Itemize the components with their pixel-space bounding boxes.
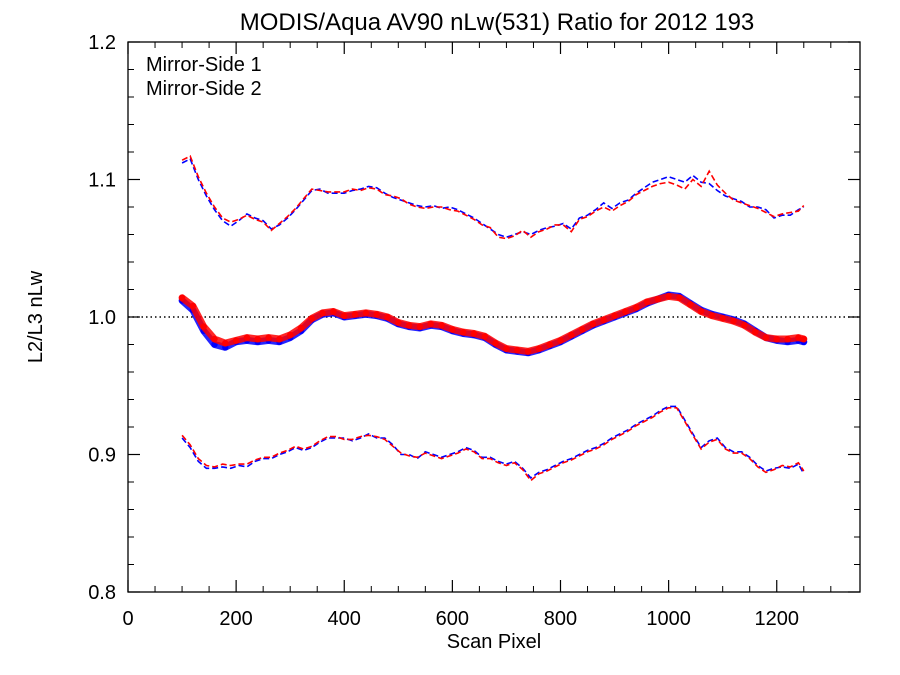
series-mirror-side-2-ratio-point bbox=[773, 335, 780, 343]
x-tick-label: 800 bbox=[544, 608, 577, 630]
series-mirror-side-2-ratio-point bbox=[319, 309, 326, 317]
series-mirror-side-2-ratio-point bbox=[265, 334, 272, 341]
x-tick-label: 400 bbox=[328, 608, 361, 630]
series-mirror-side-2-ratio-point bbox=[795, 334, 802, 341]
series-mirror-side-2-ratio-point bbox=[784, 335, 791, 343]
series-mirror-side-2-ratio-point bbox=[470, 330, 478, 337]
series-mirror-side-2-ratio-point bbox=[611, 312, 618, 319]
series-mirror-side-2-ratio-point bbox=[535, 345, 543, 352]
series-mirror-side-2-ratio-point bbox=[481, 333, 488, 340]
series-mirror-side-2-ratio-point bbox=[308, 315, 315, 322]
series-mirror-side-2-lower-line bbox=[181, 406, 805, 482]
x-tick-label: 0 bbox=[122, 608, 133, 630]
series-mirror-side-2-ratio-point bbox=[589, 320, 597, 328]
series-mirror-side-2-ratio-point bbox=[546, 341, 553, 348]
x-tick-label: 200 bbox=[219, 608, 252, 630]
series-mirror-side-2-ratio-point bbox=[762, 334, 770, 341]
x-tick-labels: 0 200 400 600 800 1000 1200 bbox=[122, 608, 799, 630]
y-tick-labels: 0.8 0.9 1.0 1.1 1.2 bbox=[88, 32, 116, 604]
x-axis-label: Scan Pixel bbox=[447, 631, 542, 653]
series-mirror-side-2-ratio-point bbox=[276, 335, 283, 343]
series-mirror-side-2-ratio-point bbox=[330, 308, 337, 315]
series-mirror-side-2-ratio-point bbox=[643, 298, 651, 306]
series-mirror-side-2-ratio-point bbox=[654, 295, 661, 303]
series-mirror-side-1-upper-line bbox=[181, 157, 805, 239]
series-mirror-side-2-ratio-point bbox=[222, 339, 229, 347]
series-mirror-side-2-ratio-point bbox=[730, 317, 737, 325]
series-mirror-side-2-ratio-point bbox=[351, 311, 359, 318]
series-mirror-side-2-ratio-point bbox=[297, 324, 305, 332]
series-mirror-side-2-ratio-point bbox=[503, 345, 510, 352]
chart-title: MODIS/Aqua AV90 nLw(531) Ratio for 2012 … bbox=[240, 9, 755, 36]
series-mirror-side-2-ratio-point bbox=[492, 339, 499, 347]
series-mirror-side-2-ratio-point bbox=[800, 335, 807, 343]
y-tick-label: 1.0 bbox=[88, 307, 116, 329]
series-mirror-side-2-ratio-point bbox=[741, 322, 748, 329]
series-mirror-side-2-ratio-point bbox=[719, 315, 726, 322]
series-mirror-side-2-ratio-point bbox=[687, 301, 694, 308]
legend-entry-mirror-side-2: Mirror-Side 2 bbox=[146, 78, 262, 100]
x-tick-label: 1000 bbox=[646, 608, 691, 630]
series-mirror-side-2-ratio-point bbox=[287, 331, 294, 339]
y-tick-label: 1.1 bbox=[88, 170, 116, 192]
series-mirror-side-2-ratio-point bbox=[460, 328, 467, 336]
series-mirror-side-2-ratio-point bbox=[254, 335, 261, 343]
series-mirror-side-2-ratio-point bbox=[524, 348, 532, 355]
y-tick-label: 0.8 bbox=[88, 582, 116, 604]
x-tick-label: 1200 bbox=[754, 608, 799, 630]
x-tick-label: 600 bbox=[436, 608, 469, 630]
series-mirror-side-2-ratio-point bbox=[405, 322, 413, 329]
series-mirror-side-2 bbox=[178, 154, 808, 482]
series-layer bbox=[178, 154, 808, 482]
series-mirror-side-2-ratio-point bbox=[751, 328, 759, 336]
series-mirror-side-2-ratio-point bbox=[416, 323, 424, 330]
series-mirror-side-2-ratio-point bbox=[557, 337, 564, 344]
series-mirror-side-2-ratio-point bbox=[633, 304, 640, 311]
series-mirror-side-2-ratio-point bbox=[427, 320, 434, 328]
y-tick-label: 1.2 bbox=[88, 32, 116, 54]
series-mirror-side-2-ratio-point bbox=[373, 311, 380, 318]
series-mirror-side-2-ratio-point bbox=[449, 326, 456, 333]
series-mirror-side-2-ratio-point bbox=[514, 346, 521, 354]
series-mirror-side-2-ratio-point bbox=[341, 312, 348, 319]
y-axis-label: L2/L3 nLw bbox=[25, 270, 47, 363]
series-mirror-side-2-ratio-point bbox=[697, 308, 705, 315]
series-mirror-side-2-ratio-point bbox=[362, 309, 370, 317]
series-mirror-side-2-ratio-point bbox=[600, 316, 607, 323]
series-mirror-side-2-upper-line bbox=[181, 154, 805, 240]
series-mirror-side-2-ratio-point bbox=[676, 294, 683, 301]
series-mirror-side-2-ratio-point bbox=[438, 322, 445, 329]
series-mirror-side-2-ratio-point bbox=[395, 319, 402, 326]
legend-entry-mirror-side-1: Mirror-Side 1 bbox=[146, 54, 262, 76]
y-tick-label: 0.9 bbox=[88, 445, 116, 467]
series-mirror-side-2-ratio-point bbox=[243, 334, 251, 341]
series-mirror-side-1-lower-line bbox=[181, 405, 805, 479]
series-mirror-side-2-ratio-point bbox=[384, 313, 391, 321]
series-mirror-side-2-ratio-point bbox=[200, 323, 207, 330]
series-mirror-side-2-ratio-point bbox=[178, 294, 186, 301]
series-mirror-side-2-ratio-point bbox=[578, 326, 586, 333]
series-mirror-side-2-ratio-point bbox=[189, 302, 197, 310]
series-mirror-side-2-ratio-point bbox=[568, 331, 575, 339]
series-mirror-side-2-ratio-point bbox=[708, 312, 716, 319]
series-mirror-side-2-ratio-point bbox=[665, 293, 672, 300]
series-mirror-side-2-ratio-point bbox=[622, 308, 629, 315]
series-mirror-side-2-ratio-point bbox=[211, 335, 218, 343]
series-mirror-side-2-ratio-point bbox=[232, 337, 240, 344]
